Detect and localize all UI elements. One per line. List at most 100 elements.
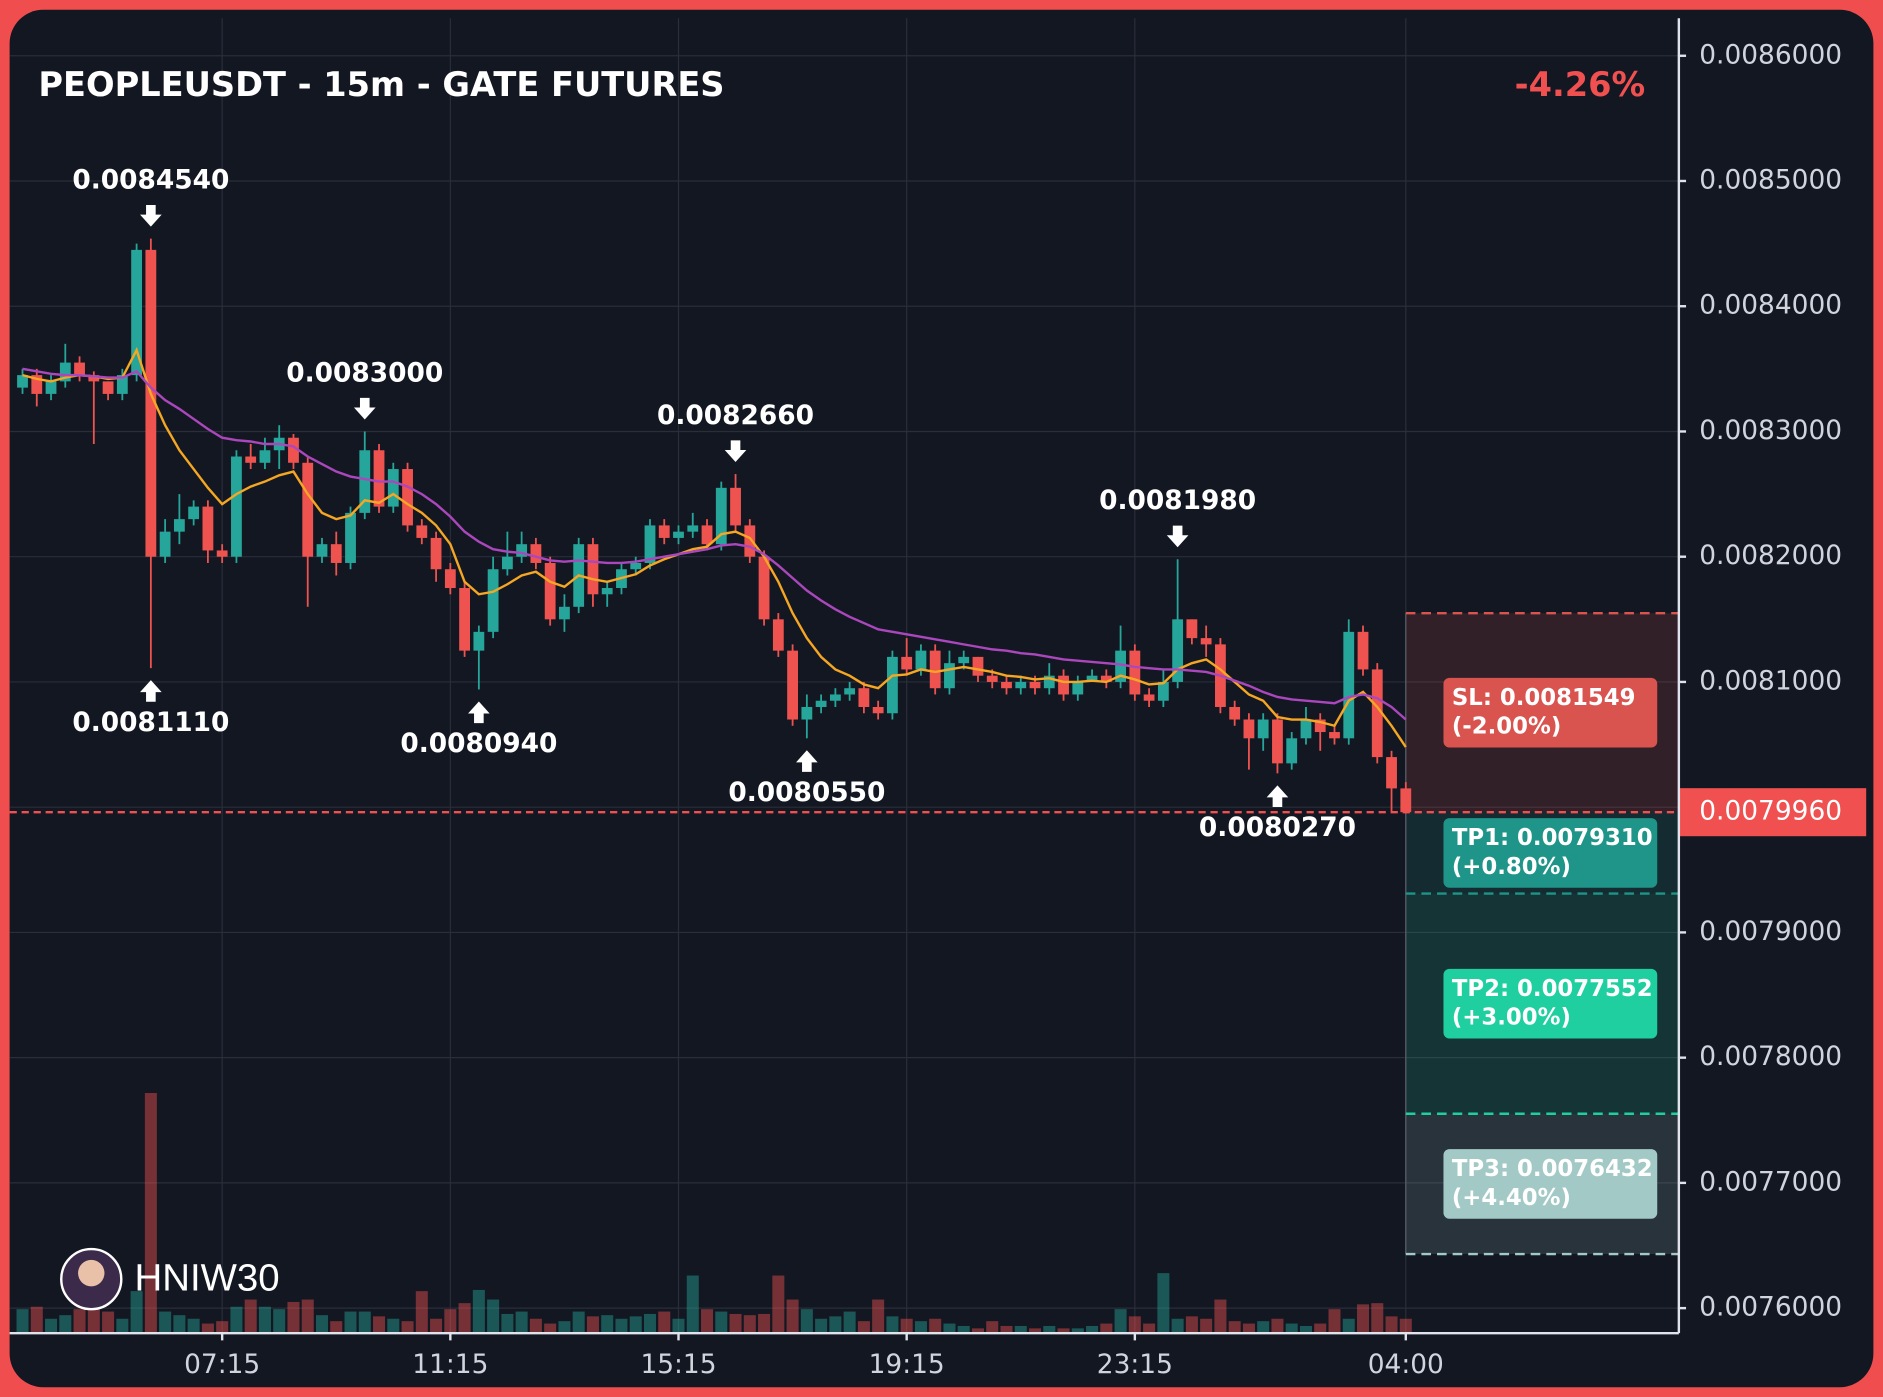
low-label: 0.0080940: [400, 728, 557, 759]
volume-bar: [729, 1313, 742, 1334]
volume-bar: [1299, 1325, 1312, 1334]
ma-line: [22, 346, 1407, 748]
level-label: TP3: 0.0076432: [1452, 1156, 1653, 1182]
candle-body: [387, 469, 399, 507]
candle-body: [844, 688, 856, 695]
candle-body: [430, 537, 442, 570]
candle-body: [402, 469, 413, 526]
candle-body: [758, 556, 770, 620]
candle-body: [1143, 694, 1155, 701]
candle-body: [687, 525, 699, 532]
low-arrow: [1266, 785, 1289, 807]
candle-body: [944, 663, 955, 689]
high-label: 0.0084540: [72, 164, 229, 195]
candle-body: [159, 531, 171, 557]
volume-bar: [216, 1321, 229, 1334]
volume-bar: [800, 1309, 813, 1334]
candle-body: [516, 544, 528, 557]
candle-body: [701, 525, 713, 545]
volume-bar: [401, 1321, 414, 1334]
volume-bar: [230, 1306, 243, 1334]
volume-bar: [1328, 1309, 1341, 1334]
ma-line: [22, 367, 1407, 721]
candle-body: [501, 556, 513, 570]
candle-body: [1129, 650, 1141, 695]
volume-bar: [258, 1306, 271, 1334]
volume-bar: [686, 1275, 699, 1334]
volume-bar: [472, 1289, 485, 1334]
watermark: HNIW30: [135, 1256, 280, 1299]
volume-bar: [387, 1318, 400, 1334]
candle-body: [1329, 732, 1340, 739]
candle-body: [216, 550, 228, 557]
candle-body: [1157, 681, 1169, 701]
level-label: TP2: 0.0077552: [1452, 976, 1653, 1002]
candle-body: [1357, 631, 1369, 670]
candle-body: [872, 706, 884, 714]
volume-bar: [1086, 1325, 1099, 1334]
volume-bar: [1000, 1325, 1013, 1334]
candle-body: [1072, 681, 1084, 695]
candle-body: [17, 375, 28, 388]
volume-bar: [415, 1291, 428, 1334]
y-tick-label: 0.0077000: [1699, 1166, 1842, 1197]
candle-body: [901, 656, 913, 670]
volume-bar: [1114, 1309, 1127, 1334]
candle-body: [1200, 638, 1212, 645]
volume-bar: [273, 1309, 286, 1334]
candle-body: [559, 606, 570, 620]
volume-bar: [743, 1315, 756, 1334]
candle-body: [829, 694, 841, 701]
candle-body: [544, 562, 556, 620]
candle-body: [259, 450, 271, 463]
level-note: (+4.40%): [1452, 1185, 1571, 1211]
volume-bar: [358, 1311, 371, 1334]
level-note: (+0.80%): [1452, 854, 1571, 880]
x-tick-label: 04:00: [1368, 1349, 1444, 1380]
candle-body: [1286, 738, 1298, 764]
volume-bar: [1314, 1323, 1327, 1334]
volume-bar: [715, 1311, 728, 1334]
candle-body: [1001, 681, 1012, 689]
volume-bar: [1399, 1318, 1412, 1334]
candle-body: [288, 437, 299, 463]
high-arrow: [353, 397, 376, 420]
candle-body: [459, 588, 470, 651]
y-tick-label: 0.0086000: [1699, 39, 1842, 70]
candle-body: [858, 688, 870, 707]
volume-bar: [1228, 1321, 1241, 1334]
candle-body: [772, 619, 784, 651]
candle-body: [444, 569, 456, 589]
candle-body: [1386, 757, 1397, 789]
candle-body: [815, 700, 827, 707]
level-label: TP1: 0.0079310: [1452, 825, 1653, 851]
y-tick-label: 0.0079000: [1699, 916, 1842, 947]
candle-body: [730, 487, 741, 526]
candle-body: [1400, 788, 1412, 813]
candle-body: [915, 650, 927, 670]
candle-body: [359, 450, 371, 513]
volume-bar: [373, 1316, 386, 1334]
volume-bar: [1285, 1323, 1298, 1334]
volume-bar: [16, 1309, 29, 1334]
volume-bar: [1371, 1303, 1384, 1334]
volume-bar: [986, 1321, 999, 1334]
candle-body: [1186, 619, 1198, 639]
volume-bar: [544, 1323, 557, 1334]
candle-body: [245, 456, 257, 463]
volume-bar: [914, 1321, 927, 1334]
volume-bar: [1200, 1318, 1213, 1334]
x-tick-label: 07:15: [184, 1349, 260, 1380]
price-change: -4.26%: [1515, 65, 1646, 104]
candle-body: [1015, 681, 1027, 689]
volume-bar: [629, 1316, 642, 1334]
volume-bar: [1271, 1318, 1284, 1334]
volume-bar: [900, 1318, 913, 1334]
candle-body: [145, 249, 157, 557]
high-arrow: [724, 440, 747, 463]
level-box: [1443, 1149, 1658, 1219]
level-box: [1443, 968, 1658, 1039]
candle-body: [1243, 719, 1255, 739]
volume-bar: [943, 1323, 956, 1334]
